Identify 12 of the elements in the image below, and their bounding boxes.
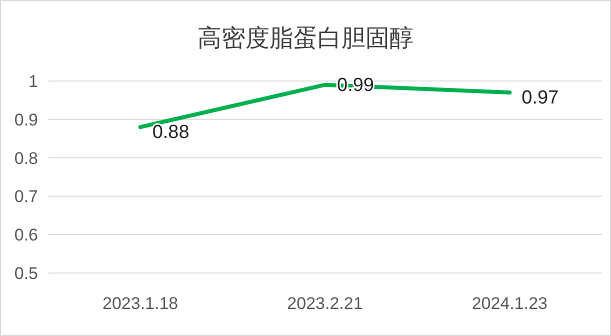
data-label: 0.97 [522,88,559,109]
y-tick-label: 0.7 [14,187,38,206]
y-tick-label: 0.9 [14,110,38,130]
y-tick-label: 0.6 [14,226,38,245]
y-tick-label: 1 [28,72,38,91]
x-tick-label: 2023.2.21 [287,294,363,313]
x-tick-label: 2023.1.18 [102,294,178,313]
y-tick-label: 0.8 [14,148,38,168]
chart-title: 高密度脂蛋白胆固醇 [198,24,414,52]
y-tick-label: 0.5 [14,264,38,283]
data-label: 0.88 [152,122,190,144]
x-tick-label: 2024.1.23 [472,294,548,313]
